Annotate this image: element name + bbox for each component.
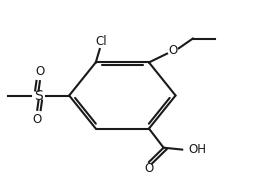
Text: O: O [168, 45, 177, 57]
Text: Cl: Cl [95, 35, 107, 48]
Text: S: S [34, 88, 43, 103]
Text: O: O [144, 162, 153, 175]
Text: OH: OH [189, 143, 207, 156]
Text: O: O [35, 65, 44, 78]
Text: O: O [33, 113, 42, 126]
